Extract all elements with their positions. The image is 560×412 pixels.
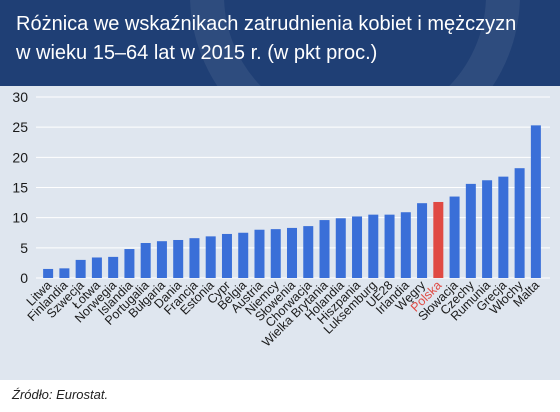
y-tick-label: 25	[12, 119, 28, 135]
y-tick-label: 0	[20, 270, 28, 286]
source-note: Źródło: Eurostat.	[12, 387, 109, 402]
bar	[221, 233, 232, 278]
bar	[482, 180, 493, 278]
bar-chart: 051015202530LitwaFinlandiaSzwecjaŁotwaNo…	[12, 89, 550, 350]
bar	[59, 268, 70, 278]
bar	[465, 183, 476, 278]
bar	[352, 216, 363, 278]
bar	[75, 259, 86, 278]
bar	[433, 201, 444, 278]
y-tick-label: 15	[12, 180, 28, 196]
bar	[91, 257, 102, 278]
bar	[417, 203, 428, 278]
bar	[270, 229, 281, 278]
bar	[400, 212, 411, 278]
bar	[319, 220, 330, 278]
bar	[335, 218, 346, 278]
bar	[368, 214, 379, 278]
bar	[140, 243, 151, 278]
y-tick-label: 5	[20, 240, 28, 256]
y-tick-label: 10	[12, 210, 28, 226]
bar	[254, 229, 265, 278]
bar	[238, 232, 249, 278]
bar	[303, 226, 314, 278]
bar	[287, 227, 297, 278]
bar	[124, 249, 135, 278]
bar	[530, 125, 541, 279]
y-tick-label: 30	[12, 89, 28, 105]
bar	[189, 238, 200, 278]
footer-divider	[12, 382, 548, 383]
bar	[43, 268, 54, 278]
bar	[498, 176, 509, 278]
bar	[108, 256, 119, 278]
bar	[156, 241, 167, 278]
bar	[449, 196, 460, 278]
y-tick-label: 20	[12, 149, 28, 165]
chart-title-line-2: w wieku 15–64 lat w 2015 r. (w pkt proc.…	[16, 42, 378, 64]
chart-title: Różnica we wskaźnikach zatrudnienia kobi…	[16, 10, 546, 68]
chart-title-line-1: Różnica we wskaźnikach zatrudnienia kobi…	[16, 13, 517, 35]
header-banner: Różnica we wskaźnikach zatrudnienia kobi…	[0, 0, 560, 86]
bar	[205, 236, 216, 278]
bar	[514, 168, 525, 278]
bar	[384, 214, 395, 278]
bar	[173, 239, 184, 278]
